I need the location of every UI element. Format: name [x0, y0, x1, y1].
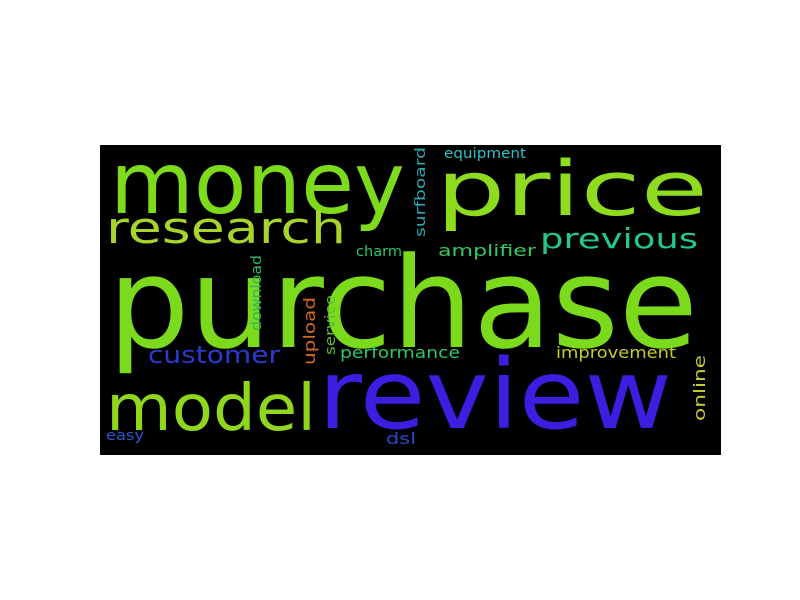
- word-online: online: [690, 355, 709, 421]
- word-purchase: purchase: [108, 230, 698, 377]
- word-customer: customer: [148, 341, 281, 369]
- word-amplifier: amplifier: [438, 241, 536, 260]
- word-surfboard: surfboard: [413, 146, 429, 237]
- word-price: price: [436, 145, 709, 233]
- word-research: research: [106, 203, 347, 254]
- word-previous: previous: [540, 222, 699, 255]
- word-model: model: [106, 372, 317, 446]
- word-improvement: improvement: [556, 343, 677, 362]
- word-review: review: [318, 339, 672, 451]
- word-easy: easy: [106, 428, 144, 444]
- word-performance: performance: [340, 343, 460, 362]
- word-dsl: dsl: [386, 429, 417, 448]
- word-charm: charm: [356, 244, 402, 260]
- word-cloud: money price research previous purchase c…: [100, 145, 721, 455]
- word-money: money: [110, 145, 405, 234]
- word-equipment: equipment: [444, 146, 526, 162]
- word-upload: upload: [300, 296, 319, 365]
- word-download: download: [249, 254, 265, 331]
- word-service: service: [323, 295, 339, 355]
